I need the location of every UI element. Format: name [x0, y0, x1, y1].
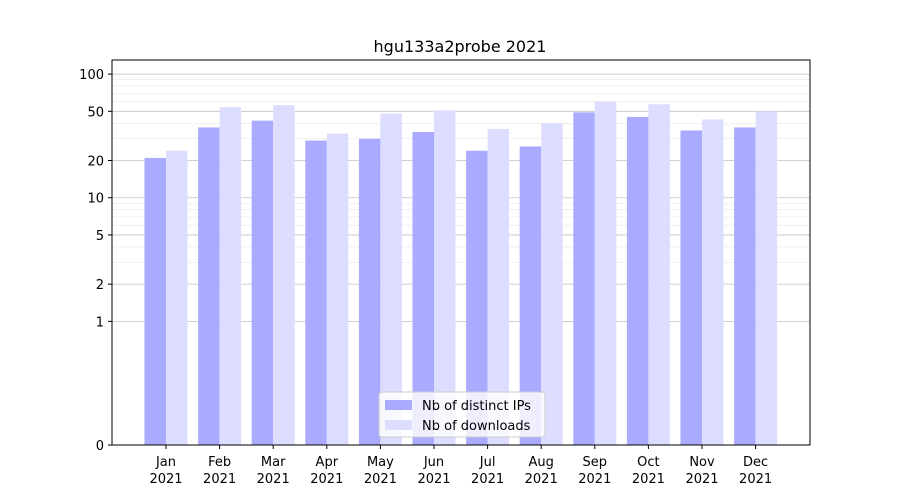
x-tick-label-year: 2021	[257, 472, 290, 487]
y-tick-label: 2	[96, 278, 104, 293]
x-tick-label-year: 2021	[364, 472, 397, 487]
bar-downloads	[648, 104, 670, 445]
x-tick-label-year: 2021	[685, 472, 718, 487]
x-tick-label-year: 2021	[149, 472, 182, 487]
x-tick-label-month: Jan	[155, 455, 176, 470]
bars	[144, 101, 778, 446]
bar-downloads	[380, 113, 402, 446]
bar-distinct-ips	[144, 157, 166, 446]
bar-downloads	[166, 150, 188, 445]
x-tick-label-month: Jul	[479, 455, 496, 470]
y-tick-label: 1	[96, 315, 104, 330]
x-tick-label-year: 2021	[739, 472, 772, 487]
bar-downloads	[273, 105, 295, 445]
axes: 0 1 2 5 10 20 50 100 Jan 2021 Feb 2021 Mar 2021 Apr 202…	[79, 59, 811, 487]
x-tick-label-month: Aug	[529, 455, 554, 470]
x-tick-label-month: Sep	[583, 455, 608, 470]
legend-swatch	[385, 400, 412, 410]
bar-downloads	[219, 107, 242, 445]
bar-downloads	[702, 119, 724, 445]
x-tick-label-year: 2021	[203, 472, 236, 487]
x-tick-label-year: 2021	[417, 472, 450, 487]
bar-distinct-ips	[680, 130, 702, 445]
bar-distinct-ips	[305, 140, 327, 445]
bar-downloads	[541, 123, 563, 445]
legend: Nb of distinct IPs Nb of downloads	[378, 391, 546, 438]
bar-distinct-ips	[251, 120, 274, 446]
x-tick-label-year: 2021	[632, 472, 665, 487]
x-tick-label-month: Mar	[261, 455, 286, 470]
x-tick-label-month: Nov	[689, 455, 715, 470]
bar-downloads	[434, 110, 456, 445]
x-tick-label-month: Jun	[423, 455, 444, 470]
y-tick-label: 0	[96, 439, 104, 454]
x-tick-label-year: 2021	[471, 472, 504, 487]
bar-downloads	[755, 111, 778, 445]
x-tick-label-month: Dec	[743, 455, 768, 470]
bar-distinct-ips	[519, 146, 542, 445]
bar-downloads	[326, 133, 349, 445]
bar-distinct-ips	[573, 112, 595, 446]
bar-downloads	[594, 101, 617, 445]
chart-title: hgu133a2probe 2021	[374, 37, 547, 56]
x-tick-label-month: Oct	[637, 455, 659, 470]
legend-swatch	[385, 420, 412, 430]
legend-box	[378, 391, 546, 438]
bar-distinct-ips	[412, 132, 434, 446]
y-tick-label: 10	[87, 192, 104, 207]
legend-label: Nb of downloads	[422, 419, 531, 434]
y-tick-label: 50	[87, 105, 104, 120]
x-tick-label-year: 2021	[310, 472, 343, 487]
y-tick-label: 5	[96, 229, 104, 244]
bar-downloads	[487, 128, 510, 445]
bar-distinct-ips	[198, 127, 220, 446]
bar-distinct-ips	[466, 150, 488, 445]
y-tick-label: 20	[87, 155, 104, 170]
bar-distinct-ips	[626, 116, 649, 445]
bar-distinct-ips	[734, 127, 756, 446]
bar-distinct-ips	[358, 138, 381, 446]
x-tick-label-month: Feb	[208, 455, 231, 470]
x-tick-label-year: 2021	[525, 472, 558, 487]
x-tick-label-year: 2021	[578, 472, 611, 487]
y-tick-label: 100	[79, 68, 104, 83]
plot-frame	[111, 59, 811, 446]
x-tick-label-month: Apr	[316, 455, 339, 470]
legend-label: Nb of distinct IPs	[422, 399, 531, 414]
x-tick-label-month: May	[367, 455, 394, 470]
